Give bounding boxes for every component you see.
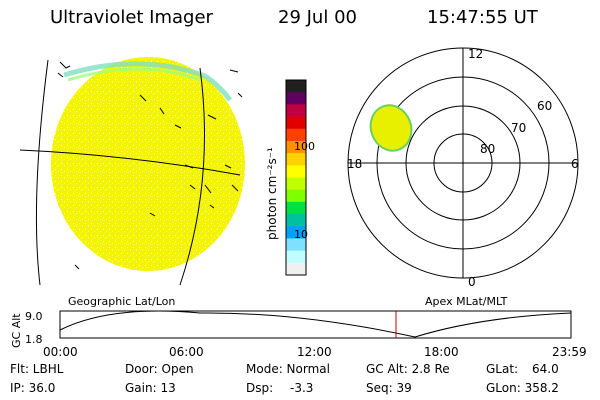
mlt-label-right: 6 bbox=[571, 157, 579, 171]
colorbar-swatch bbox=[286, 80, 306, 93]
colorbar-swatch bbox=[286, 214, 306, 227]
color-scale-bar bbox=[285, 79, 307, 276]
colorbar-swatch bbox=[286, 116, 306, 130]
filter-info: Flt: LBHL bbox=[10, 362, 64, 376]
colorbar-tick-10: 10 bbox=[294, 228, 308, 241]
time-tick-1200: 12:00 bbox=[297, 345, 332, 359]
colorbar-swatch bbox=[286, 92, 306, 105]
glon-info: GLon: 358.2 bbox=[486, 381, 559, 395]
colorbar-units-label: photon cm⁻²s⁻¹ bbox=[265, 147, 279, 240]
time-tick-0000: 00:00 bbox=[43, 345, 78, 359]
gain-info: Gain: 13 bbox=[125, 381, 176, 395]
colorbar-swatch bbox=[286, 104, 306, 118]
time-tick-1800: 18:00 bbox=[424, 345, 459, 359]
seq-info: Seq: 39 bbox=[366, 381, 412, 395]
colorbar-swatch bbox=[286, 262, 306, 276]
strip-y-tick-high: 9.0 bbox=[25, 310, 43, 323]
apex-label: Apex MLat/MLT bbox=[425, 295, 508, 308]
mlt-label-top: 12 bbox=[468, 47, 483, 61]
observation-time: 15:47:55 UT bbox=[427, 7, 538, 28]
lat-label-60: 60 bbox=[537, 99, 552, 113]
time-tick-2359: 23:59 bbox=[552, 345, 587, 359]
glat-info: GLat: bbox=[486, 362, 519, 376]
geographic-label: Geographic Lat/Lon bbox=[68, 295, 175, 308]
polar-plot bbox=[347, 47, 579, 279]
glat-value: 64.0 bbox=[532, 362, 559, 376]
colorbar-swatch bbox=[286, 226, 306, 239]
ip-info: IP: 36.0 bbox=[10, 381, 56, 395]
colorbar-swatch bbox=[286, 177, 306, 191]
gc-alt-info: GC Alt: 2.8 Re bbox=[366, 362, 450, 376]
mode-info: Mode: Normal bbox=[246, 362, 330, 376]
door-info: Door: Open bbox=[125, 362, 194, 376]
mlt-label-bottom: 0 bbox=[468, 275, 476, 289]
dsp-value: -3.3 bbox=[290, 381, 314, 395]
colorbar-tick-100: 100 bbox=[294, 140, 315, 153]
colorbar-swatch bbox=[286, 201, 306, 215]
observation-date: 29 Jul 00 bbox=[278, 7, 357, 28]
mlt-label-left: 18 bbox=[347, 157, 362, 171]
earth-disk-image bbox=[19, 57, 245, 286]
instrument-title: Ultraviolet Imager bbox=[50, 7, 213, 28]
colorbar-swatch bbox=[286, 140, 306, 154]
strip-y-axis-label: GC Alt bbox=[10, 313, 23, 348]
lat-label-70: 70 bbox=[511, 121, 526, 135]
strip-y-tick-low: 1.8 bbox=[25, 333, 43, 346]
colorbar-swatch bbox=[286, 250, 306, 264]
colorbar-swatch bbox=[286, 128, 306, 142]
orbit-altitude-strip bbox=[59, 310, 572, 339]
colorbar-swatch bbox=[286, 189, 306, 203]
colorbar-swatch bbox=[286, 165, 306, 178]
dsp-info: Dsp: bbox=[246, 381, 274, 395]
lat-label-80: 80 bbox=[480, 142, 495, 156]
colorbar-swatch bbox=[286, 153, 306, 166]
colorbar-swatch bbox=[286, 238, 306, 252]
time-tick-0600: 06:00 bbox=[169, 345, 204, 359]
colorbar-border bbox=[285, 79, 307, 276]
